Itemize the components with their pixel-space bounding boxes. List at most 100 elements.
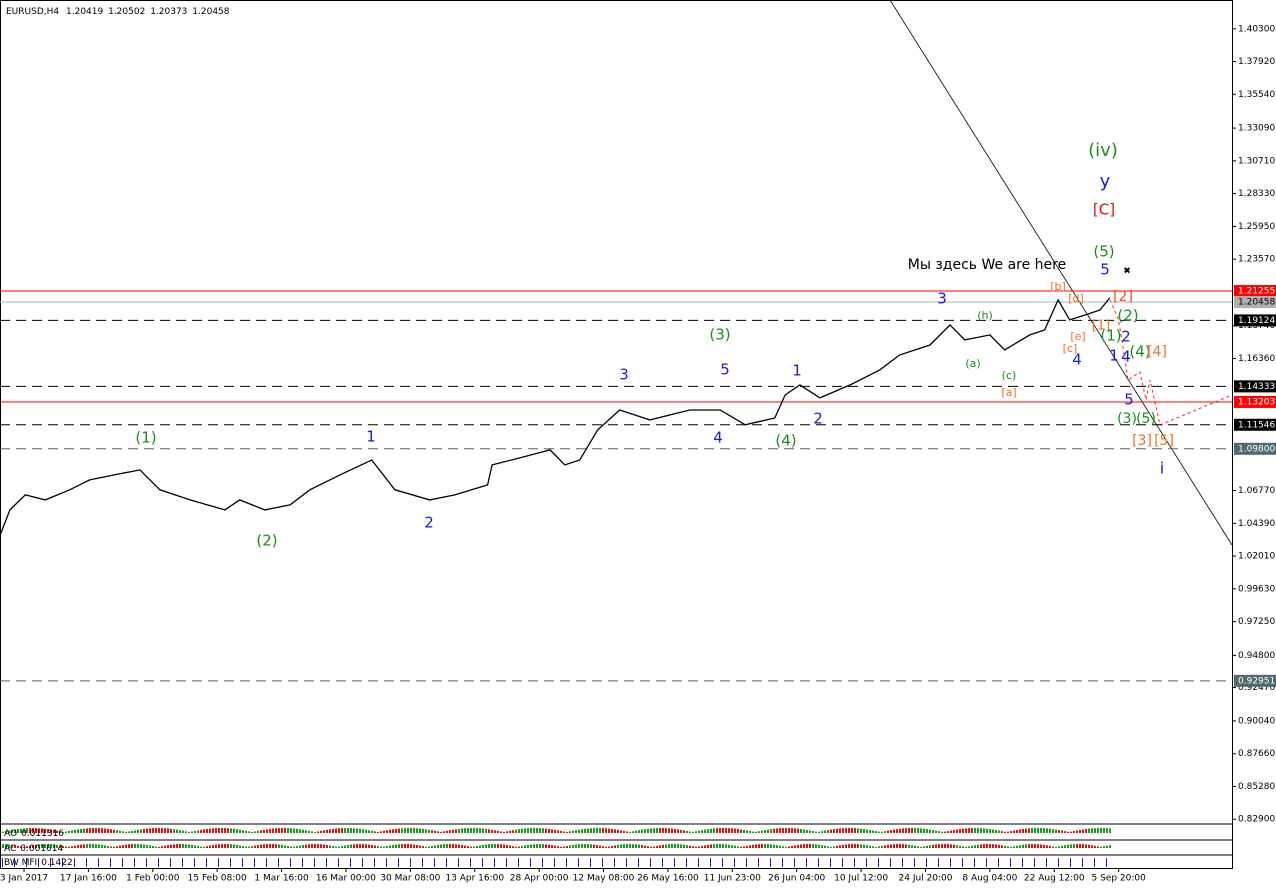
- ac-bar: [317, 844, 319, 848]
- ac-bar: [20, 846, 22, 848]
- ao-bar: [470, 828, 472, 833]
- ao-bar: [575, 830, 577, 833]
- indicator-name: AO: [4, 829, 17, 839]
- ac-bar: [710, 844, 712, 848]
- ao-bar: [440, 831, 442, 833]
- ao-bar: [485, 828, 487, 833]
- ac-bar: [1016, 845, 1018, 848]
- mfi-bar: [206, 858, 207, 867]
- indicator-label: BW MFI 0.1422: [4, 858, 73, 868]
- mfi-bar: [602, 858, 603, 867]
- ac-bar: [50, 844, 52, 848]
- ac-bar: [920, 846, 922, 848]
- ao-bar: [977, 828, 979, 833]
- ac-bar: [458, 844, 460, 848]
- ac-bar: [404, 844, 406, 848]
- ao-bar: [482, 828, 484, 833]
- ao-bar: [719, 828, 721, 833]
- ac-bar: [521, 845, 523, 848]
- price-tag: [1234, 296, 1276, 309]
- ac-bar: [890, 844, 892, 848]
- ao-bar: [743, 829, 745, 833]
- ac-bar: [623, 844, 625, 848]
- ac-bar: [689, 845, 691, 848]
- ao-bar: [728, 828, 730, 833]
- wave-label: [b]: [1050, 280, 1066, 293]
- ac-bar: [353, 844, 355, 848]
- ac-bar: [86, 844, 88, 848]
- ao-bar: [1106, 828, 1108, 833]
- ac-bar: [131, 844, 133, 848]
- ac-bar: [542, 844, 544, 848]
- ac-bar: [110, 846, 112, 848]
- ao-bar: [569, 831, 571, 833]
- ao-bar: [791, 828, 793, 833]
- ao-bar: [668, 828, 670, 833]
- ao-bar: [374, 831, 376, 833]
- ao-bar: [479, 828, 481, 833]
- ao-bar: [530, 828, 532, 833]
- ao-bar: [419, 828, 421, 833]
- ao-bar: [854, 828, 856, 833]
- ohlc-open: 1.20419: [66, 7, 103, 17]
- ac-bar: [446, 844, 448, 848]
- ac-bar: [125, 844, 127, 848]
- wave-label: (h): [977, 309, 993, 322]
- ac-bar: [776, 845, 778, 848]
- ao-bar: [926, 829, 928, 833]
- ao-bar: [149, 828, 151, 833]
- ac-bar: [563, 846, 565, 848]
- ac-bar: [215, 844, 217, 848]
- ao-bar: [800, 829, 802, 833]
- ao-bar: [392, 829, 394, 833]
- wave-label: [a]: [1001, 386, 1016, 399]
- ao-bar: [650, 828, 652, 833]
- ac-bar: [380, 846, 382, 848]
- ao-bar: [782, 828, 784, 833]
- ao-bar: [200, 829, 202, 833]
- ao-bar: [122, 831, 124, 833]
- ac-bar: [866, 845, 868, 848]
- ac-bar: [41, 844, 43, 848]
- ac-bar: [848, 844, 850, 848]
- mfi-bar: [554, 858, 555, 867]
- mfi-bar: [2, 858, 3, 867]
- ac-bar: [371, 844, 373, 848]
- ao-bar: [29, 828, 31, 833]
- ao-bar: [608, 828, 610, 833]
- y-tick-label: 1.33090: [1238, 124, 1275, 134]
- ao-bar: [332, 828, 334, 833]
- ac-bar: [863, 844, 865, 848]
- ao-bar: [455, 829, 457, 833]
- ao-bar: [401, 828, 403, 833]
- ao-bar: [1067, 831, 1069, 833]
- indicator-name: AC: [4, 844, 16, 854]
- ac-bar: [602, 846, 604, 848]
- ao-bar: [302, 829, 304, 833]
- ao-bar: [35, 828, 37, 833]
- ac-bar: [755, 844, 757, 848]
- ac-bar: [128, 844, 130, 848]
- ao-bar: [563, 831, 565, 833]
- ao-bar: [14, 829, 16, 833]
- ao-bar: [1043, 828, 1045, 833]
- ac-bar: [8, 844, 10, 848]
- ac-bar: [986, 844, 988, 848]
- ao-bar: [1073, 831, 1075, 833]
- ac-bar: [683, 844, 685, 848]
- price-tag-label: 1.20458: [1238, 298, 1275, 308]
- ac-bar: [836, 845, 838, 848]
- y-tick-label: 1.23570: [1238, 255, 1275, 265]
- ao-bar: [461, 828, 463, 833]
- ao-bar: [605, 828, 607, 833]
- ac-bar: [407, 844, 409, 848]
- ac-bar: [827, 846, 829, 848]
- ao-bar: [443, 831, 445, 833]
- ao-bar: [281, 828, 283, 833]
- mfi-bar: [518, 858, 519, 867]
- wave-label: (4): [775, 432, 796, 450]
- ao-bar: [107, 828, 109, 833]
- ac-bar: [59, 845, 61, 848]
- ao-bar: [773, 828, 775, 833]
